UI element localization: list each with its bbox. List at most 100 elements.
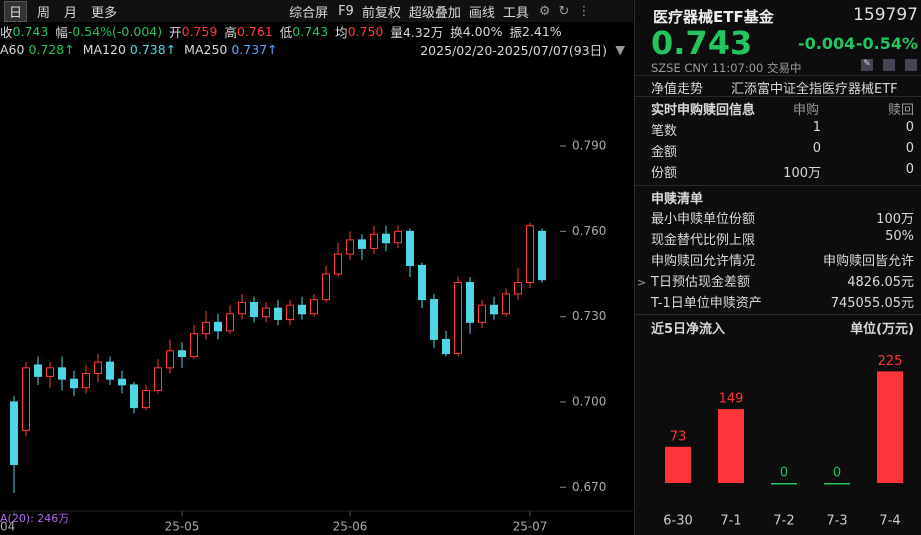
- fund-name: 医疗器械ETF基金: [653, 8, 774, 26]
- row-value: 4826.05元: [847, 275, 914, 290]
- quote-value: 4.00%: [462, 23, 503, 39]
- candle-body: [226, 313, 234, 332]
- icon-button[interactable]: [883, 59, 895, 71]
- candle-body: [202, 321, 210, 335]
- ma-value: 0.738↑: [129, 41, 177, 57]
- row-label: T-1日单位申赎资产: [651, 296, 762, 311]
- row-label: T日预估现金差额: [651, 275, 750, 290]
- y-tick-label: 0.670: [572, 480, 606, 494]
- candle-body: [10, 401, 18, 466]
- candlestick-chart: A(20): 246万 0.670 0.700 0.730 0.760 0.790 04 2…: [0, 139, 633, 534]
- y-tick-label: 0.730: [572, 309, 606, 323]
- row-label: 申购赎回允许情况: [651, 254, 756, 269]
- row-label: 金额: [651, 145, 678, 160]
- more-icon[interactable]: ⋮: [577, 3, 591, 19]
- quote-label: 幅: [55, 24, 68, 40]
- quote-label: 开: [169, 24, 182, 40]
- quote-value: 0.743: [12, 23, 49, 39]
- y-tick-label: 0.700: [572, 394, 606, 408]
- tool-button[interactable]: 超级叠加: [408, 5, 461, 21]
- tab[interactable]: 汇添富中证全指医疗器械ETF: [731, 82, 898, 97]
- candle-body: [286, 304, 294, 320]
- row-label: 现金替代比例上限: [651, 233, 756, 248]
- y-tick-label: 0.760: [572, 224, 606, 238]
- tool-button[interactable]: 前复权: [361, 5, 401, 21]
- tool-button[interactable]: F9: [338, 3, 354, 19]
- flow-chart: 73 6-30 149 7-1 0 7-2 0 7-3 225 7-4: [663, 354, 903, 529]
- row-value: 0: [905, 162, 914, 177]
- edit-icon[interactable]: ✎: [861, 59, 873, 71]
- period-tab[interactable]: 月: [64, 5, 78, 21]
- column-header: 赎回: [887, 103, 914, 118]
- candle-body: [214, 321, 222, 332]
- candle-body: [250, 301, 258, 318]
- candle-body: [178, 350, 186, 357]
- icon-button[interactable]: [905, 59, 917, 71]
- quote-value: 0.761: [236, 23, 273, 39]
- candle-body: [58, 367, 66, 380]
- toolbar: 日 周 月 更多 综合屏 F9 前复权 超级叠加 画线 工具 ⚙ ↻ ⋮: [0, 0, 633, 22]
- quote-label: 高: [224, 24, 237, 40]
- quote-bar: 收 0.743 幅 -0.54%(-0.004) 开 0.759 高 0.761 低 0.743 均…: [0, 22, 562, 40]
- x-tick-label: 25-05: [165, 520, 200, 534]
- tool-button[interactable]: 工具: [502, 5, 529, 21]
- x-tick-label: 25-07: [513, 520, 548, 534]
- candle-body: [82, 373, 90, 389]
- ma-label: MA250: [184, 41, 228, 57]
- row-label: 最小申赎单位份额: [651, 212, 756, 227]
- candle-body: [394, 230, 402, 244]
- value-label: 0: [780, 466, 788, 481]
- price: 0.743: [651, 24, 753, 62]
- candle-body: [358, 239, 366, 249]
- date-range[interactable]: 2025/02/20-2025/07/07(93日): [420, 42, 607, 58]
- candle-body: [262, 307, 270, 318]
- candle-body: [526, 225, 534, 284]
- candle-body: [130, 384, 138, 409]
- candle-body: [310, 299, 318, 315]
- quote-value: 0.750: [347, 23, 384, 39]
- row-label: 笔数: [651, 124, 678, 139]
- settings-icon[interactable]: ⚙: [538, 3, 551, 19]
- candle-body: [502, 293, 510, 315]
- refresh-icon[interactable]: ↻: [558, 3, 570, 19]
- ma-value: 0.728↑: [28, 41, 75, 57]
- tab[interactable]: 净值走势: [651, 82, 704, 97]
- dropdown-arrow[interactable]: ▼: [615, 41, 625, 57]
- x-tick-label: 7-4: [879, 514, 900, 529]
- value-label: 225: [878, 354, 903, 369]
- quote-label: 量: [390, 24, 403, 40]
- row-value: 745055.05元: [830, 296, 914, 311]
- quote-value: 0.743: [292, 23, 329, 39]
- x-tick-label: 04: [0, 520, 15, 534]
- candle-body: [406, 230, 414, 266]
- candle-body: [94, 361, 102, 375]
- period-tab[interactable]: 日: [4, 0, 28, 22]
- row-value: 50%: [885, 229, 914, 244]
- bar: [877, 371, 903, 483]
- candle-body: [430, 299, 438, 340]
- bar: [718, 409, 744, 483]
- y-tick-label: 0.790: [572, 139, 606, 153]
- candle-body: [466, 282, 474, 323]
- candle-body: [370, 233, 378, 249]
- ma-bar: A60 0.728↑ MA120 0.738↑ MA250 0.737↑ 202…: [0, 40, 633, 58]
- candle-body: [538, 230, 546, 281]
- volume-label: A(20): 246万: [0, 512, 69, 525]
- period-tab[interactable]: 周: [37, 5, 51, 21]
- row-value: 0: [905, 120, 914, 135]
- candle-body: [142, 390, 150, 409]
- candle-body: [46, 367, 54, 377]
- quote-label: 换: [450, 24, 463, 40]
- ma-value: 0.737↑: [231, 41, 278, 57]
- tool-button[interactable]: 画线: [468, 5, 495, 21]
- candle-body: [166, 350, 174, 369]
- period-tab[interactable]: 更多: [91, 5, 118, 21]
- bar: [771, 483, 797, 485]
- tool-button[interactable]: 综合屏: [289, 5, 329, 21]
- candle-body: [442, 338, 450, 355]
- flow-unit: 单位(万元): [850, 322, 914, 337]
- x-tick-label: 7-1: [720, 514, 741, 529]
- quote-value: 4.32万: [402, 24, 444, 40]
- section-title: 实时申购赎回信息: [651, 103, 756, 118]
